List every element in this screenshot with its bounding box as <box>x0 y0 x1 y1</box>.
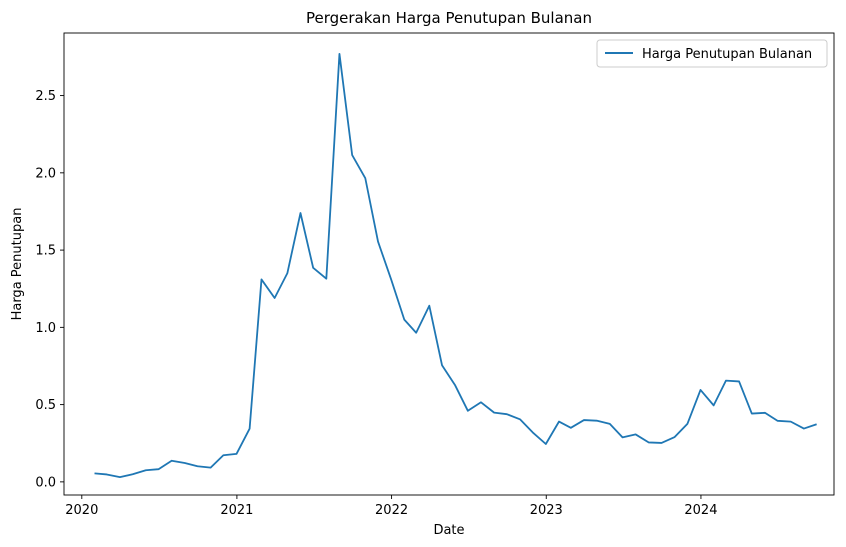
y-tick-label: 2.5 <box>35 89 56 104</box>
series-line <box>94 52 817 478</box>
y-axis: 0.0 0.5 1.0 1.5 2.0 2.5 <box>35 89 64 490</box>
legend-label: Harga Penutupan Bulanan <box>642 47 812 62</box>
series-layer <box>94 52 817 478</box>
x-axis: 2020 2021 2022 2023 2024 <box>65 495 717 518</box>
x-tick-label: 2020 <box>65 503 98 518</box>
plot-area <box>63 32 835 496</box>
x-tick-label: 2023 <box>530 503 563 518</box>
x-axis-label: Date <box>433 523 464 538</box>
y-tick-label: 0.5 <box>35 398 56 413</box>
chart-title: Pergerakan Harga Penutupan Bulanan <box>306 9 592 27</box>
x-tick-label: 2024 <box>684 503 717 518</box>
y-tick-label: 1.0 <box>35 321 56 336</box>
legend: Harga Penutupan Bulanan <box>596 39 828 68</box>
y-axis-label: Harga Penutupan <box>10 208 25 321</box>
y-tick-label: 2.0 <box>35 166 56 181</box>
x-tick-label: 2021 <box>220 503 253 518</box>
legend-box <box>596 39 828 68</box>
plot-frame <box>63 32 835 496</box>
y-tick-label: 0.0 <box>35 475 56 490</box>
y-tick-label: 1.5 <box>35 244 56 259</box>
plot-background <box>64 33 834 495</box>
x-tick-label: 2022 <box>375 503 408 518</box>
